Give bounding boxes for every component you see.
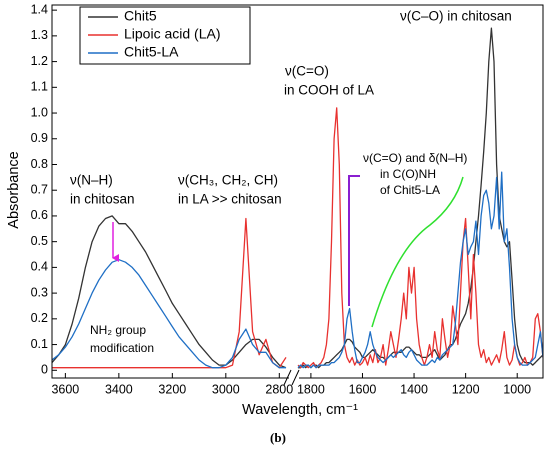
annotation: in COOH of LA — [284, 83, 374, 98]
y-tick-label: 0.2 — [31, 311, 48, 325]
annotation: in C(O)NH — [380, 167, 436, 181]
x-tick-label: 1400 — [400, 382, 428, 396]
y-tick-label: 0.4 — [31, 260, 48, 274]
y-tick-label: 1.2 — [31, 54, 48, 68]
series-line — [52, 107, 543, 369]
y-tick-label: 0.9 — [31, 131, 48, 145]
annotation: in chitosan — [70, 192, 135, 207]
legend-label: Lipoic acid (LA) — [124, 26, 221, 42]
annotation: ν(C=O) and δ(N–H) — [363, 151, 467, 165]
y-tick-label: 0.3 — [31, 285, 48, 299]
y-tick-label: 0.6 — [31, 208, 48, 222]
legend-label: Chit5-LA — [124, 44, 179, 60]
y-tick-label: 1.1 — [31, 80, 48, 94]
annotation: ν(CH₃, CH₂, CH) — [178, 173, 278, 188]
y-tick-label: 0.7 — [31, 183, 48, 197]
x-tick-label: 3200 — [158, 382, 186, 396]
y-tick-label: 0.1 — [31, 337, 48, 351]
annotation: in LA >> chitosan — [178, 192, 282, 207]
y-axis-label: Absorbance — [6, 151, 22, 228]
annotation: ν(C=O) — [285, 64, 329, 79]
series-line — [52, 171, 543, 369]
x-tick-label: 1800 — [297, 382, 325, 396]
y-tick-label: 1.4 — [31, 2, 48, 16]
x-tick-label: 3600 — [51, 382, 79, 396]
y-tick-label: 0.5 — [31, 234, 48, 248]
caption: (b) — [270, 430, 286, 445]
legend-label: Chit5 — [124, 8, 157, 24]
axis-break-gap — [289, 374, 299, 382]
x-tick-label: 3400 — [105, 382, 133, 396]
annotation: modification — [90, 341, 154, 355]
x-tick-label: 1600 — [349, 382, 377, 396]
annotation: NH₂ group — [90, 323, 146, 337]
y-tick-label: 1.0 — [31, 105, 48, 119]
annotation: ν(C–O) in chitosan — [400, 9, 512, 24]
plot-lines — [52, 27, 543, 369]
x-tick-label: 1200 — [452, 382, 480, 396]
legend: Chit5 Lipoic acid (LA) Chit5-LA — [88, 8, 221, 60]
y-tick-label: 0.8 — [31, 157, 48, 171]
series-line — [52, 27, 543, 369]
axis-break — [283, 369, 300, 386]
annotation-line — [371, 176, 464, 328]
x-axis-label: Wavelength, cm⁻¹ — [242, 402, 358, 418]
annotation: of Chit5-LA — [380, 183, 440, 197]
x-tick-label: 3000 — [212, 382, 240, 396]
x-tick-label: 1000 — [503, 382, 531, 396]
y-tick-label: 0 — [41, 363, 48, 377]
x-tick-label: 2800 — [265, 382, 293, 396]
annotation-bracket — [348, 175, 360, 306]
y-tick-label: 1.3 — [31, 28, 48, 42]
annotation: ν(N–H) — [70, 173, 113, 188]
